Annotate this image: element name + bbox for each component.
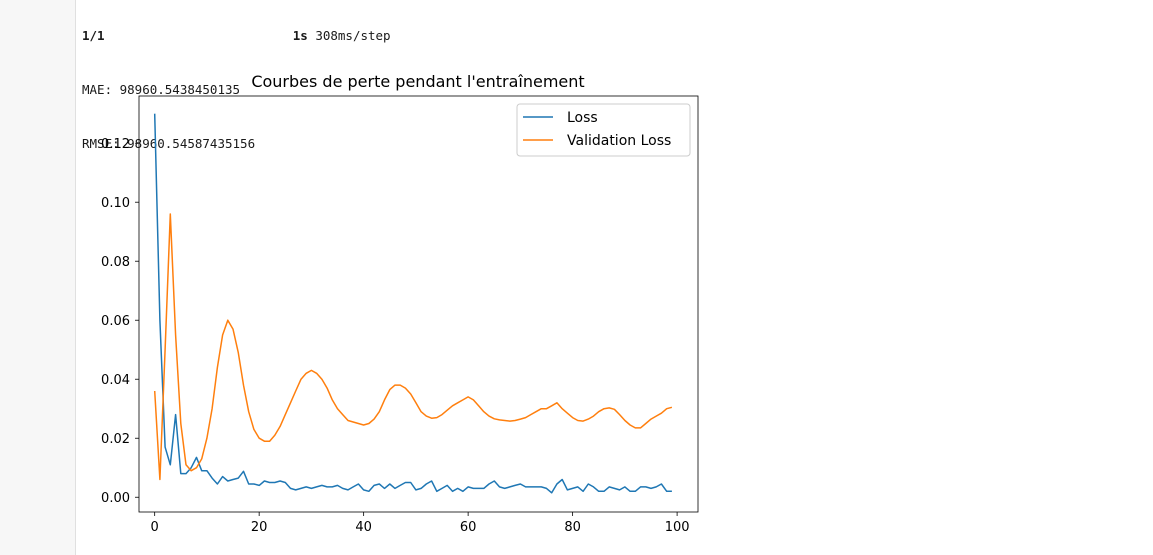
x-tick-label: 80 (564, 520, 581, 535)
cell-output: 1/1 1s 308ms/step MAE: 98960.5438450135 … (82, 0, 391, 171)
x-tick-label: 0 (151, 520, 159, 535)
y-tick-label: 0.10 (101, 196, 130, 211)
legend-label-0: Loss (567, 110, 598, 126)
progress-line: 1/1 1s 308ms/step (82, 27, 391, 45)
axes-layer: 0 20 40 60 80 100 0.00 0.02 0.04 0.06 0.08 0.10 0.12 (101, 95, 699, 535)
y-tick-label: 0.12 (101, 137, 130, 152)
plot-frame (138, 95, 699, 513)
cell-gutter (0, 0, 76, 555)
x-tick-label: 20 (251, 520, 268, 535)
progress-rate: 308ms/step (315, 28, 391, 43)
series-line-1 (153, 213, 673, 481)
y-tick-label: 0.06 (101, 314, 130, 329)
series-layer (153, 113, 673, 494)
progress-time: 1s (292, 28, 308, 43)
y-tick-label: 0.08 (101, 255, 130, 270)
x-tick-label: 60 (460, 520, 477, 535)
x-tick-label: 100 (665, 520, 690, 535)
x-tick-label: 40 (355, 520, 372, 535)
y-tick-label: 0.02 (101, 432, 130, 447)
rmse-line: RMSE: 98960.54587435156 (82, 136, 256, 151)
series-line-0 (153, 113, 672, 494)
y-tick-label: 0.04 (101, 373, 130, 388)
legend: Loss Validation Loss (516, 103, 691, 157)
mae-line: MAE: 98960.5438450135 (82, 82, 241, 97)
chart-title: Courbes de perte pendant l'entraînement (251, 72, 584, 91)
y-tick-label: 0.00 (101, 491, 130, 506)
legend-box (516, 103, 691, 157)
legend-label-1: Validation Loss (567, 133, 671, 149)
progress-prefix: 1/1 (82, 28, 105, 43)
